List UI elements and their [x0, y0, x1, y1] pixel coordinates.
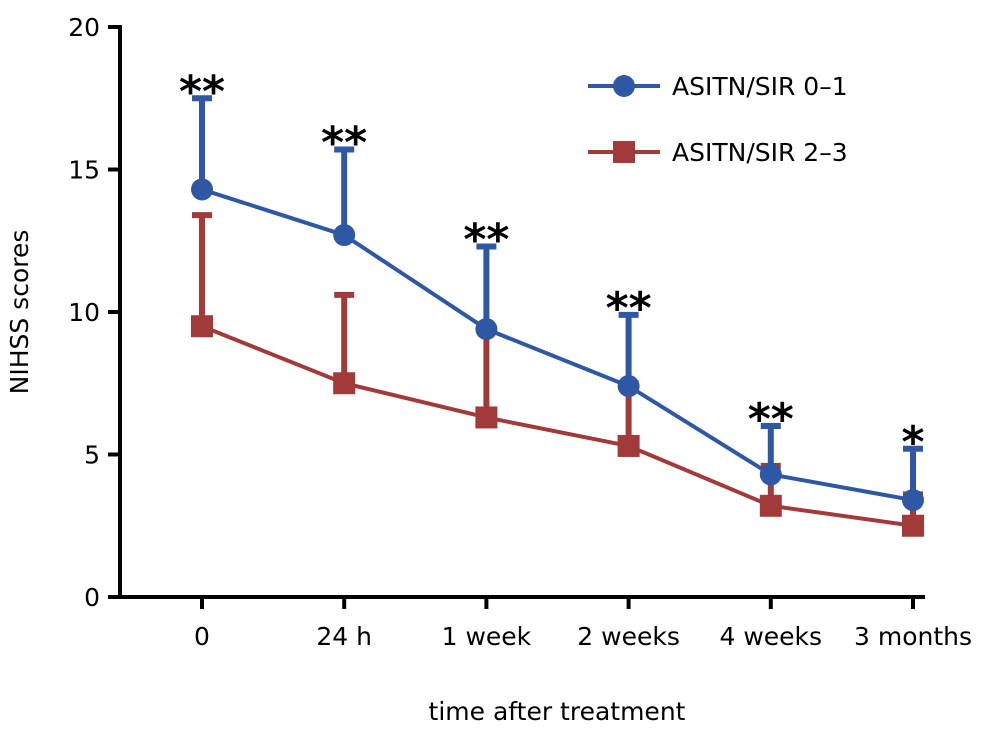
significance-marker: **: [606, 283, 652, 334]
data-point: [617, 375, 640, 398]
significance-marker: **: [321, 118, 367, 169]
data-point: [333, 372, 356, 395]
series-line: [201, 324, 914, 528]
y-tick-label: 0: [84, 583, 100, 612]
x-tick-label: 24 h: [316, 622, 372, 651]
legend: ASITN/SIR 0–1 ASITN/SIR 2–3: [588, 72, 848, 167]
data-point: [191, 178, 213, 201]
significance-marker: **: [748, 394, 794, 445]
x-axis-label: time after treatment: [429, 697, 686, 726]
x-tick-label: 4 weeks: [720, 622, 823, 651]
data-point: [902, 514, 924, 537]
legend-label: ASITN/SIR 2–3: [672, 138, 848, 167]
x-tick-label: 1 week: [442, 622, 532, 651]
data-point: [759, 463, 782, 486]
y-tick-label: 20: [68, 13, 100, 42]
y-tick-label: 10: [68, 298, 100, 327]
data-point: [333, 224, 356, 247]
data-point: [617, 434, 640, 457]
legend-label: ASITN/SIR 0–1: [672, 72, 848, 101]
legend-marker: [613, 141, 635, 163]
series-2: [191, 212, 924, 537]
x-tick-label: 3 months: [854, 622, 972, 651]
data-point: [475, 406, 498, 429]
significance-annotations: ********** *: [179, 66, 925, 468]
data-point: [759, 494, 782, 517]
y-axis-label: NIHSS scores: [5, 230, 34, 395]
legend-item-2: ASITN/SIR 2–3: [588, 138, 848, 167]
data-point: [475, 318, 498, 341]
y-tick-label: 5: [84, 441, 100, 470]
data-point: [191, 315, 213, 338]
significance-marker: **: [179, 66, 225, 117]
data-point: [902, 489, 924, 512]
series-1: [191, 95, 924, 512]
legend-item-1: ASITN/SIR 0–1: [588, 72, 848, 101]
series-layer: [191, 95, 924, 537]
axes: 0 5 10 15 20 0 24 h 1 week 2 weeks 4 weeks 3 month…: [68, 13, 972, 651]
series-line: [201, 187, 914, 503]
x-tick-label: 0: [194, 622, 210, 651]
significance-marker: *: [901, 417, 924, 468]
x-tick-label: 2 weeks: [577, 622, 680, 651]
legend-marker: [613, 75, 635, 97]
y-tick-label: 15: [68, 156, 100, 185]
significance-marker: **: [463, 214, 509, 265]
